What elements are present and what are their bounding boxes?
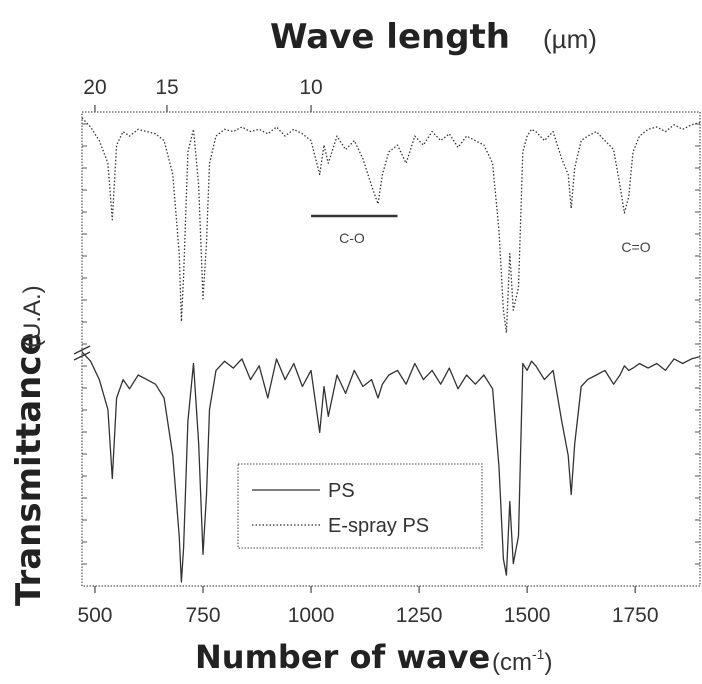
legend: PS E-spray PS	[238, 464, 482, 548]
series-line-e-spray-ps	[82, 118, 700, 333]
x-tick-label: 1500	[504, 604, 551, 627]
x-tick-label: 1750	[612, 604, 659, 627]
x-axis-title: Number of wave	[195, 638, 490, 676]
top-axis-title: Wave length	[270, 17, 510, 57]
x-tick-label: 500	[77, 604, 112, 627]
top-tick-label: 10	[299, 76, 322, 99]
y-axis-title: Transmittance	[9, 332, 49, 606]
c-eq-o-label: C=O	[621, 239, 650, 255]
x-axis-unit-close: )	[544, 649, 552, 676]
x-axis-title-text: Number of wave	[195, 638, 490, 676]
x-tick-label: 1000	[288, 604, 335, 627]
x-axis-unit: (cm-1)	[492, 646, 552, 676]
x-axis-unit-sup: -1	[532, 646, 545, 662]
y-axis-unit: (U.A.)	[19, 285, 46, 348]
x-tick-label: 750	[185, 604, 220, 627]
legend-espray-label: E-spray PS	[328, 515, 429, 537]
y-axis-title-group: Transmittance (U.A.)	[9, 285, 49, 606]
top-tick-label: 20	[83, 76, 106, 99]
co-label: C-O	[339, 230, 365, 246]
x-axis-unit-text: (cm	[492, 649, 532, 676]
top-axis-unit: (µm)	[543, 24, 597, 54]
top-tick-label: 15	[155, 76, 178, 99]
x-tick-label: 1250	[396, 604, 443, 627]
legend-ps-label: PS	[328, 480, 355, 502]
